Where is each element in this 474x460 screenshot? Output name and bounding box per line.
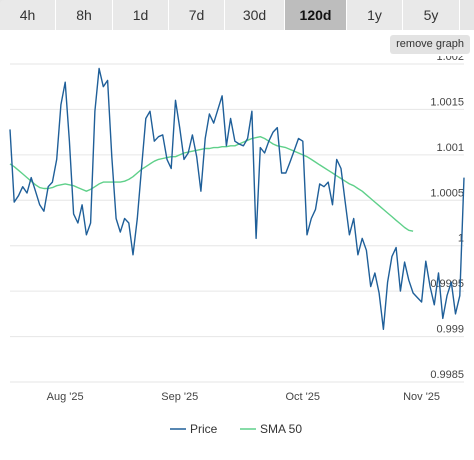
tab-4h[interactable]: 4h (0, 0, 56, 30)
series-line-price (9, 67, 465, 330)
y-tick-label: 1.002 (436, 56, 464, 63)
price-chart-svg: 0.9985 0.999 0.9995 1 1.0005 1.001 1.0015 1.002… (9, 51, 465, 436)
x-tick-label: Sep '25 (161, 391, 198, 403)
x-tick-label: Nov '25 (403, 391, 440, 403)
legend-label: SMA 50 (260, 422, 302, 436)
y-tick-label: 1.0015 (430, 96, 464, 108)
tab-30d[interactable]: 30d (225, 0, 285, 30)
y-tick-label: 0.9985 (430, 369, 464, 381)
legend-label: Price (190, 422, 218, 436)
legend-item-sma-50[interactable]: SMA 50 (240, 422, 302, 436)
tab-7d[interactable]: 7d (169, 0, 225, 30)
tab-120d[interactable]: 120d (285, 0, 347, 30)
y-tick-label: 0.999 (436, 324, 464, 336)
timeframe-tabs: 4h 8h 1d 7d 30d 120d 1y 5y (0, 0, 474, 30)
y-tick-label: 1.0005 (430, 187, 464, 199)
x-tick-label: Aug '25 (47, 391, 84, 403)
legend-item-price[interactable]: Price (170, 422, 218, 436)
y-tick-label: 1.001 (436, 142, 464, 154)
tab-5y[interactable]: 5y (403, 0, 460, 30)
tab-8h[interactable]: 8h (56, 0, 113, 30)
price-chart: 0.9985 0.999 0.9995 1 1.0005 1.001 1.0015 1.002… (0, 51, 474, 455)
remove-graph-button[interactable]: remove graph (390, 35, 470, 54)
x-tick-label: Oct '25 (286, 391, 321, 403)
tab-1y[interactable]: 1y (347, 0, 403, 30)
y-tick-label: 0.9995 (430, 278, 464, 290)
tab-1d[interactable]: 1d (113, 0, 169, 30)
y-tick-label: 1 (458, 233, 464, 245)
series-line-sma-50 (9, 136, 414, 232)
